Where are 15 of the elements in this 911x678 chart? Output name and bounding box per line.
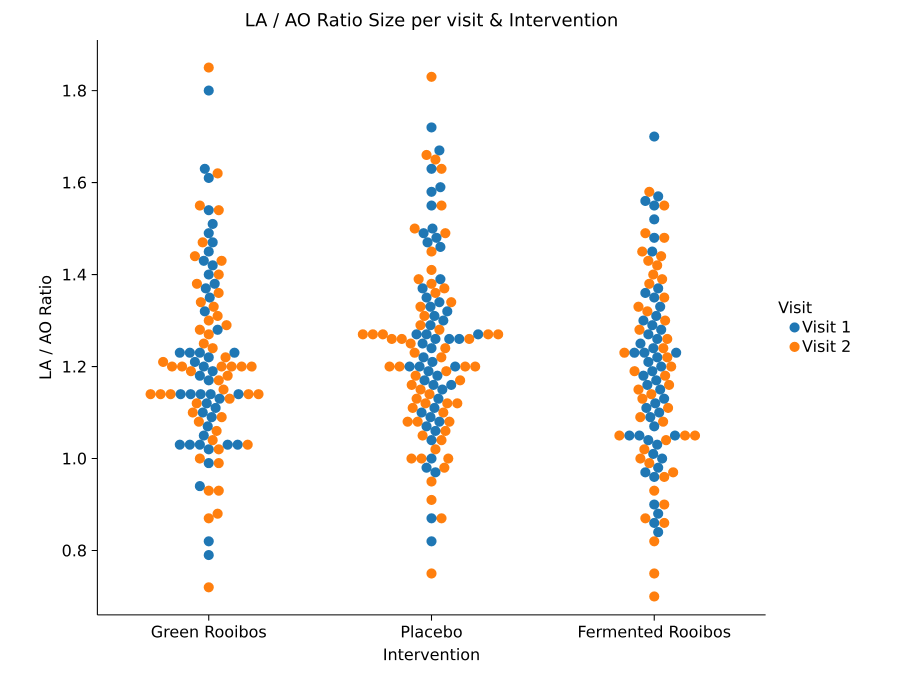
y-tick-label: 1.2 [63, 360, 86, 373]
y-tick-label: 0.8 [62, 544, 86, 557]
legend-title: Visit [778, 301, 812, 314]
x-tick-label: Green Rooibos [152, 625, 266, 638]
y-tick-label: 1.8 [63, 84, 86, 97]
x-tick-label: Placebo [402, 625, 462, 638]
y-tick-label: 1.0 [63, 452, 86, 465]
legend-label: Visit 1 [802, 320, 850, 333]
chart-title: LA / AO Ratio Size per visit & Intervention [246, 12, 617, 30]
x-tick-label: Fermented Rooibos [579, 625, 730, 638]
y-tick-label: 1.6 [63, 176, 86, 189]
y-tick-label: 1.4 [63, 268, 86, 281]
x-axis-title: Intervention [384, 648, 479, 661]
y-axis-title: LA / AO Ratio [38, 276, 53, 379]
legend-label: Visit 2 [802, 340, 850, 352]
